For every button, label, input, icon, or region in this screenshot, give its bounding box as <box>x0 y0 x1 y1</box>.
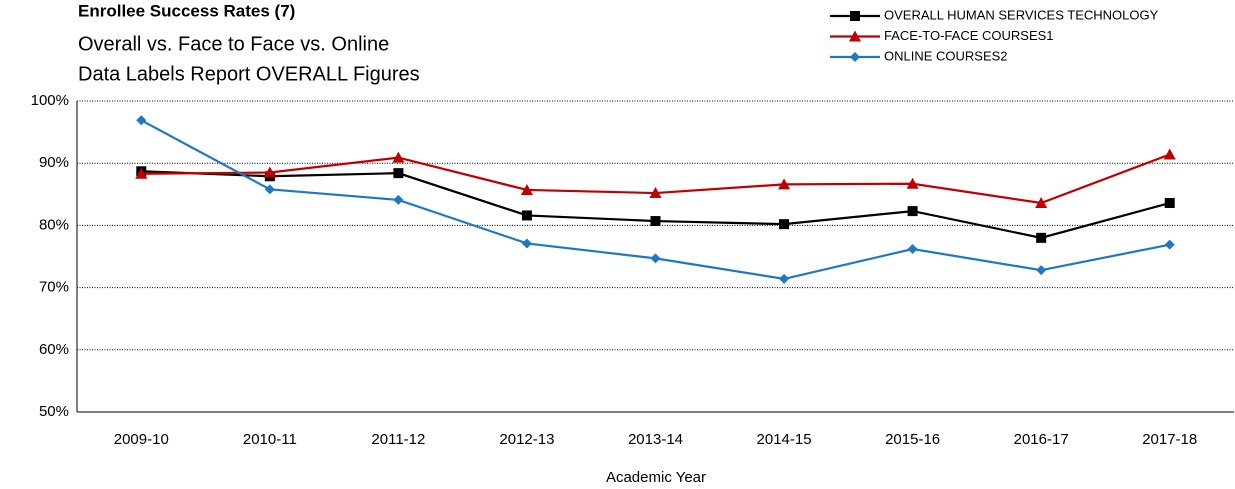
legend-marker <box>850 11 860 21</box>
marker <box>264 184 275 195</box>
marker <box>650 216 661 227</box>
marker <box>393 194 404 205</box>
x-tick-label: 2017-18 <box>1142 431 1197 448</box>
x-tick-label: 2012-13 <box>499 431 554 448</box>
marker <box>1035 197 1048 209</box>
marker <box>136 115 147 126</box>
marker <box>650 253 661 264</box>
marker <box>1163 148 1176 160</box>
legend-label: ONLINE COURSES2 <box>884 48 1008 63</box>
legend-label: OVERALL HUMAN SERVICES TECHNOLOGY <box>884 7 1159 22</box>
y-tick-label: 50% <box>39 403 69 420</box>
x-tick-label: 2011-12 <box>371 431 425 448</box>
legend-label: FACE-TO-FACE COURSES1 <box>884 28 1054 43</box>
x-tick-label: 2010-11 <box>243 431 297 448</box>
marker <box>521 210 532 221</box>
y-tick-label: 60% <box>39 341 69 358</box>
marker <box>906 177 919 189</box>
marker <box>1164 239 1175 250</box>
marker <box>263 166 276 178</box>
chart-subtitle: Overall vs. Face to Face vs. Online <box>78 33 389 55</box>
marker <box>779 219 790 230</box>
marker <box>393 168 404 179</box>
marker <box>907 244 918 255</box>
x-tick-label: 2015-16 <box>885 431 940 448</box>
marker <box>1164 198 1175 209</box>
x-tick-label: 2009-10 <box>114 431 169 448</box>
marker <box>135 167 148 179</box>
y-tick-label: 80% <box>39 216 69 233</box>
chart-subtitle: Data Labels Report OVERALL Figures <box>78 63 420 85</box>
y-tick-label: 90% <box>39 154 69 171</box>
series-line <box>141 170 1171 239</box>
marker <box>649 187 662 199</box>
marker <box>779 273 790 284</box>
marker <box>1036 232 1047 243</box>
legend-marker <box>849 30 861 42</box>
marker <box>1036 265 1047 276</box>
y-tick-label: 70% <box>39 279 69 296</box>
marker <box>778 178 791 190</box>
marker <box>392 151 405 163</box>
marker <box>520 183 533 195</box>
x-tick-label: 2013-14 <box>628 431 683 448</box>
chart-title: Enrollee Success Rates (7) <box>78 1 295 20</box>
legend-marker <box>850 52 860 62</box>
y-tick-label: 100% <box>31 92 69 109</box>
marker <box>907 206 918 217</box>
x-tick-label: 2014-15 <box>757 431 812 448</box>
x-tick-label: 2016-17 <box>1014 431 1069 448</box>
x-axis-label: Academic Year <box>606 469 706 486</box>
marker <box>521 238 532 249</box>
